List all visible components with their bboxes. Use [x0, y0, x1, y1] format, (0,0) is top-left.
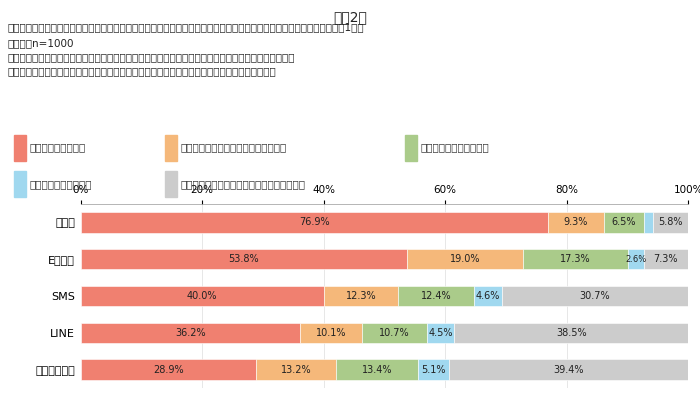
Text: 毎回内容を確認する: 毎回内容を確認する [29, 143, 86, 153]
Bar [407, 249, 523, 269]
Bar [14, 135, 26, 160]
Bar [454, 323, 688, 343]
Text: 36.2%: 36.2% [175, 328, 206, 338]
Text: 10.7%: 10.7% [379, 328, 410, 338]
Bar [474, 286, 502, 306]
Text: 13.2%: 13.2% [281, 365, 312, 374]
Bar [164, 171, 177, 196]
Text: 下記の各媒体から届く企業からの通知について、あなたはそれぞれどの程度、内容を確認しますか。（お答えはそれぞれ1つ）: 下記の各媒体から届く企業からの通知について、あなたはそれぞれどの程度、内容を確認… [7, 22, 363, 32]
Text: 全く内容を確認しない: 全く内容を確認しない [29, 179, 92, 189]
Bar [80, 286, 323, 306]
Bar [14, 171, 26, 196]
Bar [523, 249, 628, 269]
Text: 28.9%: 28.9% [153, 365, 183, 374]
Bar [336, 360, 418, 380]
Bar [256, 360, 336, 380]
Bar [653, 212, 688, 232]
Text: 6.5%: 6.5% [612, 217, 636, 227]
Text: 12.4%: 12.4% [421, 291, 452, 301]
Text: 5.8%: 5.8% [658, 217, 682, 227]
Bar [405, 135, 417, 160]
Bar [418, 360, 449, 380]
Bar [398, 286, 474, 306]
Bar [449, 360, 688, 380]
Text: 30.7%: 30.7% [580, 291, 610, 301]
Text: 19.0%: 19.0% [450, 254, 480, 264]
Text: 53.8%: 53.8% [229, 254, 259, 264]
Bar [80, 249, 407, 269]
Text: 9.3%: 9.3% [564, 217, 588, 227]
Text: 7.3%: 7.3% [654, 254, 678, 264]
Text: ・ここでいう企業とは会員になっていたり、買い物をするなど、あなたと関係性のある企業とします。: ・ここでいう企業とは会員になっていたり、買い物をするなど、あなたと関係性のある企… [7, 52, 295, 62]
Text: 76.9%: 76.9% [299, 217, 330, 227]
Bar [502, 286, 688, 306]
Bar [80, 212, 547, 232]
Text: あまり内容を確認しない: あまり内容を確認しない [421, 143, 489, 153]
Bar [80, 323, 300, 343]
Bar [362, 323, 427, 343]
Text: （表2）: （表2） [333, 10, 367, 24]
Bar [628, 249, 644, 269]
Text: 10.1%: 10.1% [316, 328, 346, 338]
Text: 4.5%: 4.5% [428, 328, 453, 338]
Text: 差出企業によって内容確認の頻度が異なると思いますが、おおよその平均でお答えください。: 差出企業によって内容確認の頻度が異なると思いますが、おおよその平均でお答えくださ… [7, 66, 276, 76]
Bar [644, 212, 653, 232]
Text: 4.6%: 4.6% [475, 291, 500, 301]
Bar [300, 323, 362, 343]
Bar [164, 135, 177, 160]
Text: 39.4%: 39.4% [553, 365, 584, 374]
Bar [644, 249, 688, 269]
Text: 5.1%: 5.1% [421, 365, 445, 374]
Text: 40.0%: 40.0% [187, 291, 217, 301]
Text: ２・３回に１回程度、内容を確認する: ２・３回に１回程度、内容を確認する [181, 143, 287, 153]
Text: 13.4%: 13.4% [362, 365, 392, 374]
Bar [80, 360, 256, 380]
Text: 2.6%: 2.6% [625, 255, 647, 264]
Text: 利用していないまたは企業から通知は来ない: 利用していないまたは企業から通知は来ない [181, 179, 306, 189]
Bar [427, 323, 454, 343]
Text: 12.3%: 12.3% [346, 291, 376, 301]
Text: 38.5%: 38.5% [556, 328, 587, 338]
Text: 17.3%: 17.3% [560, 254, 591, 264]
Bar [323, 286, 398, 306]
Bar [604, 212, 644, 232]
Bar [547, 212, 604, 232]
Text: 【全体】n=1000: 【全体】n=1000 [7, 38, 74, 48]
